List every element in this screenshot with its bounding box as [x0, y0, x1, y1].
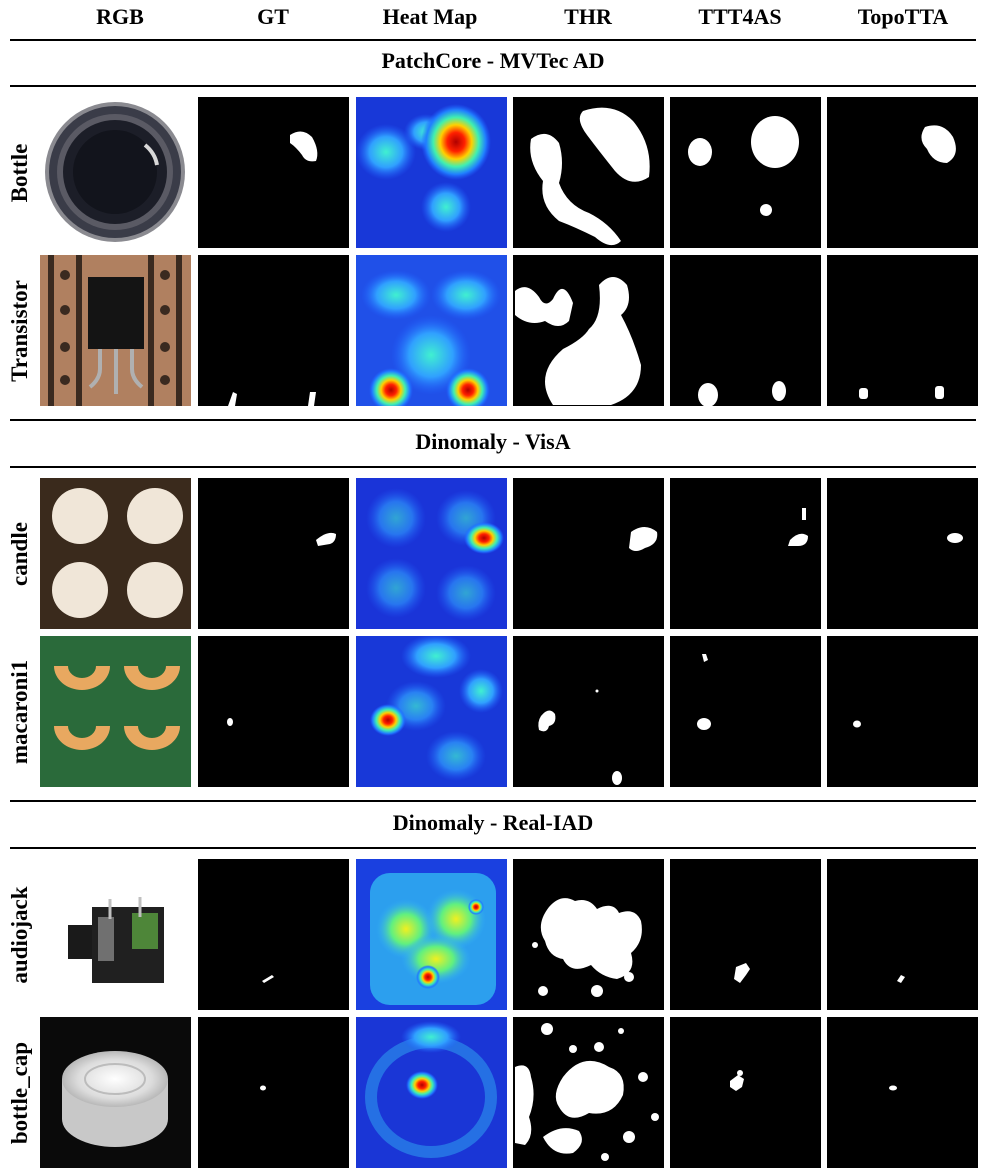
- gt-mask-candle: [198, 478, 349, 629]
- heatmap-transistor: [356, 255, 507, 406]
- column-header-topotta: TopoTTA: [857, 4, 949, 29]
- topotta-mask-candle: [827, 478, 978, 629]
- rgb-image-candle: [40, 478, 191, 629]
- heatmap-bottle: [356, 97, 507, 248]
- gt-mask-macaroni1: [198, 636, 349, 787]
- thr-mask-transistor: [513, 255, 664, 406]
- column-header-rgb: RGB: [96, 4, 144, 29]
- section-rule: [10, 847, 976, 849]
- row-label-bottle: Bottle: [7, 143, 32, 202]
- heatmap-bottle-cap: [356, 1017, 507, 1168]
- gt-mask-bottle-cap: [198, 1017, 349, 1168]
- ttt4as-mask-macaroni1: [670, 636, 821, 787]
- rgb-image-bottle: [40, 97, 191, 248]
- heatmap-macaroni1: [356, 636, 507, 787]
- header-rule: [10, 39, 976, 41]
- column-header-gt: GT: [257, 4, 289, 29]
- row-label-bottle-cap: bottle_cap: [7, 1041, 32, 1144]
- rgb-image-macaroni1: [40, 636, 191, 787]
- topotta-mask-audiojack: [827, 859, 978, 1010]
- rgb-image-bottle-cap: [40, 1017, 191, 1168]
- topotta-mask-macaroni1: [827, 636, 978, 787]
- ttt4as-mask-audiojack: [670, 859, 821, 1010]
- section-rule: [10, 800, 976, 802]
- thr-mask-audiojack: [513, 859, 664, 1010]
- heatmap-audiojack: [356, 859, 507, 1010]
- gt-mask-audiojack: [198, 859, 349, 1010]
- section-title-patchcore: PatchCore - MVTec AD: [381, 48, 605, 73]
- ttt4as-mask-transistor: [670, 255, 821, 406]
- ttt4as-mask-bottle: [670, 97, 821, 248]
- section-title-dinomaly-realiad: Dinomaly - Real-IAD: [392, 810, 594, 835]
- thr-mask-macaroni1: [513, 636, 664, 787]
- rgb-image-transistor: [40, 255, 191, 406]
- gt-mask-transistor: [198, 255, 349, 406]
- row-label-audiojack: audiojack: [7, 885, 32, 984]
- thr-mask-bottle-cap: [513, 1017, 664, 1168]
- column-header-thr: THR: [564, 4, 612, 29]
- thr-mask-candle: [513, 478, 664, 629]
- column-header-heatmap: Heat Map: [382, 4, 478, 29]
- rgb-image-audiojack: [40, 859, 191, 1010]
- heatmap-candle: [356, 478, 507, 629]
- ttt4as-mask-bottle-cap: [670, 1017, 821, 1168]
- section-rule: [10, 419, 976, 421]
- topotta-mask-bottle-cap: [827, 1017, 978, 1168]
- column-header-ttt4as: TTT4AS: [698, 4, 782, 29]
- thr-mask-bottle: [513, 97, 664, 248]
- row-label-transistor: Transistor: [7, 279, 32, 382]
- section-rule: [10, 85, 976, 87]
- row-label-macaroni1: macaroni1: [7, 659, 32, 764]
- row-label-candle: candle: [7, 521, 32, 586]
- section-title-dinomaly-visa: Dinomaly - VisA: [415, 429, 571, 454]
- section-rule: [10, 466, 976, 468]
- topotta-mask-bottle: [827, 97, 978, 248]
- gt-mask-bottle: [198, 97, 349, 248]
- ttt4as-mask-candle: [670, 478, 821, 629]
- topotta-mask-transistor: [827, 255, 978, 406]
